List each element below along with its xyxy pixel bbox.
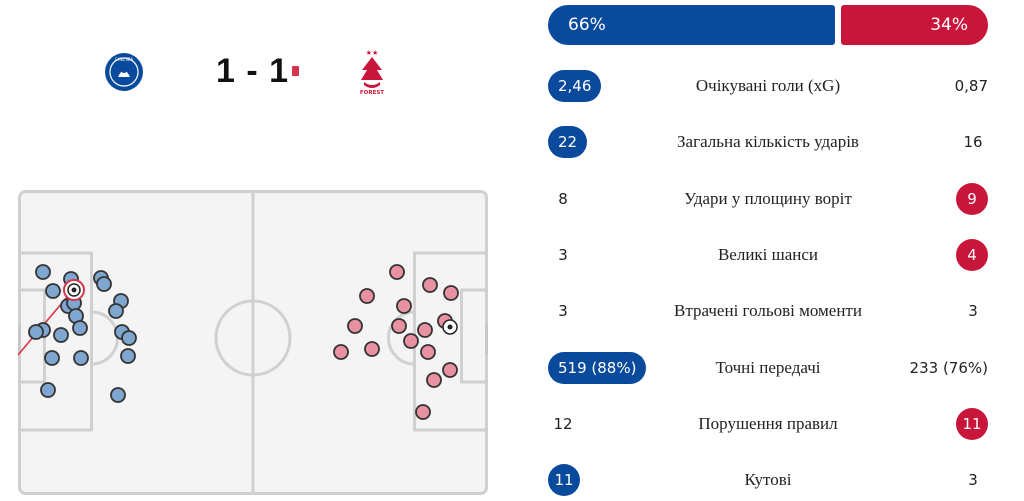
ball-icon: [447, 324, 453, 330]
away-goal: [485, 324, 488, 354]
shot-map-pitch: [18, 190, 488, 495]
away-stat-value: 16: [963, 133, 983, 151]
home-shot-marker[interactable]: [40, 382, 56, 398]
away-stat-value: 3: [968, 471, 978, 489]
away-shot-marker[interactable]: [364, 341, 380, 357]
stat-label: Великі шанси: [717, 245, 819, 264]
home-goal: [18, 324, 21, 354]
away-stat-value: 0,87: [954, 77, 988, 95]
away-shot-marker[interactable]: [417, 322, 433, 338]
away-goal-shot-marker[interactable]: [442, 319, 458, 335]
away-shot-marker[interactable]: [389, 264, 405, 280]
home-team-crest-icon[interactable]: CHELSEA: [104, 52, 144, 92]
stat-row-big-chances[interactable]: 3 Великі шанси 4: [548, 239, 988, 271]
away-team-crest-icon[interactable]: ★★ FOREST: [358, 48, 386, 96]
stat-label: Порушення правил: [698, 414, 838, 433]
home-stat-value: 12: [553, 415, 573, 433]
home-shot-marker[interactable]: [110, 387, 126, 403]
match-summary-panel: CHELSEA 1 - 1 ★★ FOREST: [0, 0, 510, 501]
away-shot-marker[interactable]: [422, 277, 438, 293]
home-possession-bar[interactable]: 66%: [548, 5, 835, 45]
home-shot-marker[interactable]: [44, 350, 60, 366]
home-stat-value: 3: [558, 302, 568, 320]
home-goal-shot-marker[interactable]: [63, 279, 85, 301]
away-shot-marker[interactable]: [420, 344, 436, 360]
home-stat-value: 22: [548, 126, 588, 158]
home-shot-marker[interactable]: [73, 350, 89, 366]
away-stat-value: 9: [956, 183, 988, 215]
stat-label: Кутові: [744, 470, 792, 489]
stat-row-shots-on-target[interactable]: 8 Удари у площину воріт 9: [548, 183, 988, 215]
stat-label: Точні передачі: [715, 358, 821, 377]
home-shot-marker[interactable]: [53, 327, 69, 343]
away-stat-value: 11: [956, 408, 988, 440]
stat-label: Удари у площину воріт: [684, 189, 852, 208]
home-shot-marker[interactable]: [72, 320, 88, 336]
away-shot-marker[interactable]: [333, 344, 349, 360]
stat-label: Очікувані голи (xG): [695, 76, 841, 95]
center-circle: [214, 299, 292, 377]
away-stat-value: 233 (76%): [909, 359, 988, 377]
away-stat-value: 3: [968, 302, 978, 320]
home-crest-text: CHELSEA: [115, 57, 134, 62]
stat-row-xg[interactable]: 2,46 Очікувані голи (xG) 0,87: [548, 70, 988, 102]
stat-row-big-chances-missed[interactable]: 3 Втрачені гольові моменти 3: [548, 295, 988, 327]
away-shot-marker[interactable]: [403, 333, 419, 349]
away-possession-value: 34%: [930, 15, 968, 35]
away-shot-marker[interactable]: [442, 362, 458, 378]
away-shot-marker[interactable]: [415, 404, 431, 420]
away-stat-value: 4: [956, 239, 988, 271]
away-penalty-arc: [387, 310, 415, 366]
away-possession-bar[interactable]: 34%: [841, 5, 988, 45]
away-crest-text: FOREST: [360, 90, 384, 96]
match-score: 1 - 1: [216, 52, 290, 90]
home-shot-marker[interactable]: [28, 324, 44, 340]
away-shot-marker[interactable]: [396, 298, 412, 314]
red-card-icon: [292, 66, 299, 76]
away-shot-marker[interactable]: [391, 318, 407, 334]
home-stat-value: 8: [558, 190, 568, 208]
home-stat-value: 3: [558, 246, 568, 264]
away-shot-marker[interactable]: [347, 318, 363, 334]
stat-row-corners[interactable]: 11 Кутові 3: [548, 464, 988, 496]
ball-icon: [71, 287, 77, 293]
home-stat-value: 2,46: [548, 70, 602, 102]
home-shot-marker[interactable]: [120, 348, 136, 364]
away-shot-marker[interactable]: [359, 288, 375, 304]
stat-label: Загальна кількість ударів: [677, 132, 859, 151]
home-stat-value: 519 (88%): [548, 352, 647, 384]
stat-row-total-shots[interactable]: 22 Загальна кількість ударів 16: [548, 126, 988, 158]
stat-row-accurate-passes[interactable]: 519 (88%) Точні передачі 233 (76%): [548, 352, 988, 384]
stat-label: Втрачені гольові моменти: [674, 301, 862, 320]
home-possession-value: 66%: [568, 15, 606, 35]
match-stats-panel: 66% 34% 2,46 Очікувані голи (xG) 0,87 22…: [510, 0, 1024, 501]
home-shot-marker[interactable]: [35, 264, 51, 280]
away-shot-marker[interactable]: [443, 285, 459, 301]
home-shot-marker[interactable]: [45, 283, 61, 299]
svg-text:★★: ★★: [366, 49, 379, 57]
home-shot-marker[interactable]: [96, 276, 112, 292]
home-shot-marker[interactable]: [108, 303, 124, 319]
stat-row-fouls[interactable]: 12 Порушення правил 11: [548, 408, 988, 440]
home-stat-value: 11: [548, 464, 580, 496]
away-shot-marker[interactable]: [426, 372, 442, 388]
home-shot-marker[interactable]: [121, 330, 137, 346]
